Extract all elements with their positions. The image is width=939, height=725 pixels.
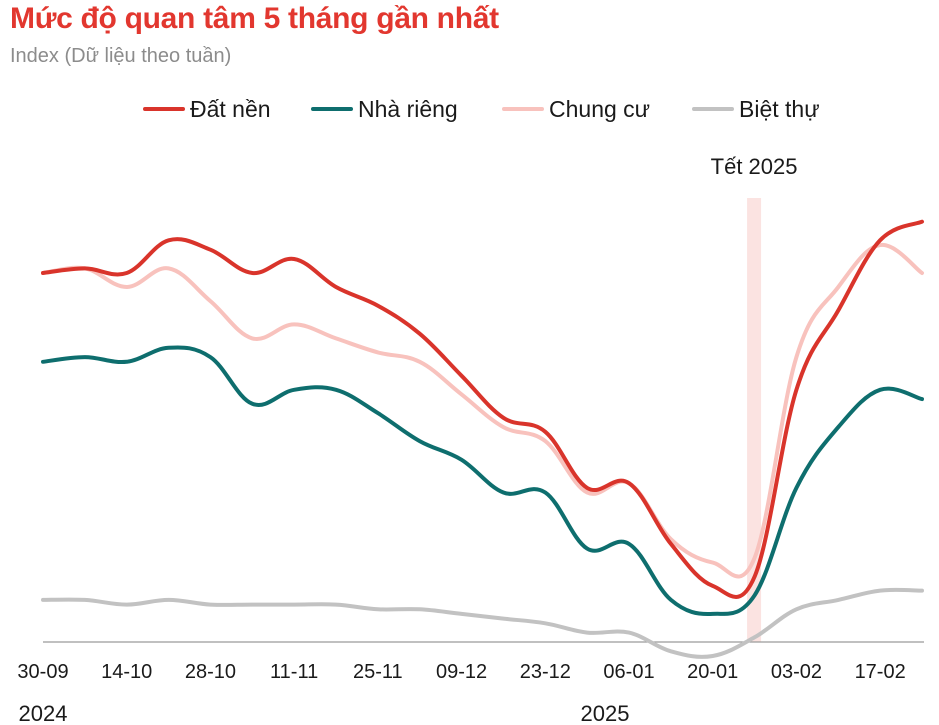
series-layer <box>41 219 924 659</box>
legend-label: Đất nền <box>190 96 271 122</box>
x-tick-label: 28-10 <box>185 661 236 683</box>
chart-subtitle: Index (Dữ liệu theo tuần) <box>10 45 232 67</box>
series-line-0 <box>41 219 924 599</box>
x-tick-label: 20-01 <box>687 661 738 683</box>
x-tick-label: 17-02 <box>855 661 906 683</box>
x-year-label: 2025 <box>581 701 630 725</box>
series-line-2 <box>41 242 924 579</box>
x-tick-label: 30-09 <box>17 661 68 683</box>
x-year-label: 2024 <box>19 701 68 725</box>
legend-label: Biệt thự <box>739 96 820 122</box>
tet-band <box>747 198 762 642</box>
x-tick-label: 03-02 <box>771 661 822 683</box>
series-line-1 <box>41 345 924 617</box>
x-tick-label: 14-10 <box>101 661 152 683</box>
annotation-label: Tết 2025 <box>711 154 798 179</box>
annotation-layer: Tết 2025 <box>711 154 798 179</box>
x-tick-label: 25-11 <box>353 661 403 683</box>
x-tick-label: 11-11 <box>270 661 318 683</box>
x-tick-label: 23-12 <box>520 661 571 683</box>
chart-title: Mức độ quan tâm 5 tháng gần nhất <box>10 2 499 35</box>
x-tick-label: 09-12 <box>436 661 487 683</box>
x-tick-label: 06-01 <box>603 661 654 683</box>
x-axis: 30-09 14-10 28-10 11-11 25-11 09-12 23-12 06-01… <box>17 641 924 725</box>
legend: Đất nền Nhà riêng Chung cư Biệt thự <box>143 96 820 122</box>
series-line-3 <box>41 587 924 659</box>
annotation-band-layer <box>747 198 762 642</box>
legend-label: Chung cư <box>549 96 650 122</box>
legend-label: Nhà riêng <box>358 96 458 122</box>
